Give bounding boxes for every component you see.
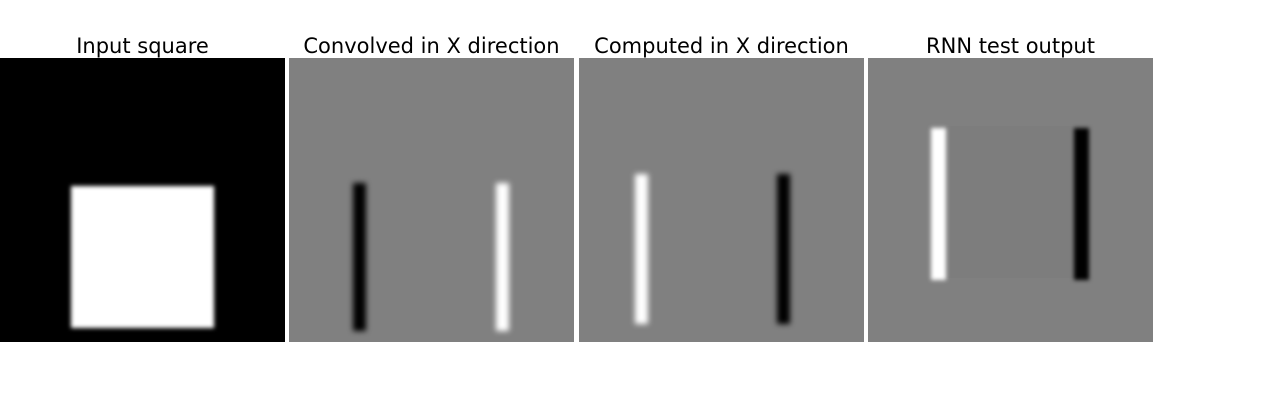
- panel-background: [579, 58, 864, 342]
- right-edge-bar: [1074, 128, 1089, 280]
- left-edge-bar: [353, 183, 366, 331]
- panel-input-square: [0, 58, 285, 342]
- panel-background: [289, 58, 574, 342]
- right-edge-bar: [777, 174, 790, 324]
- panel-computed: [579, 58, 864, 342]
- panel-convolved: [289, 58, 574, 342]
- panel-title-input: Input square: [76, 34, 209, 58]
- left-edge-bar: [635, 174, 648, 324]
- panel-title-convolved: Convolved in X direction: [303, 34, 560, 58]
- panel-rnn-output: [868, 58, 1153, 342]
- faint-square-trace: [946, 126, 1076, 278]
- right-edge-bar: [496, 183, 509, 331]
- panel-title-rnn: RNN test output: [926, 34, 1095, 58]
- left-edge-bar: [931, 128, 946, 280]
- panel-title-computed: Computed in X direction: [594, 34, 849, 58]
- input-square-shape: [71, 186, 214, 328]
